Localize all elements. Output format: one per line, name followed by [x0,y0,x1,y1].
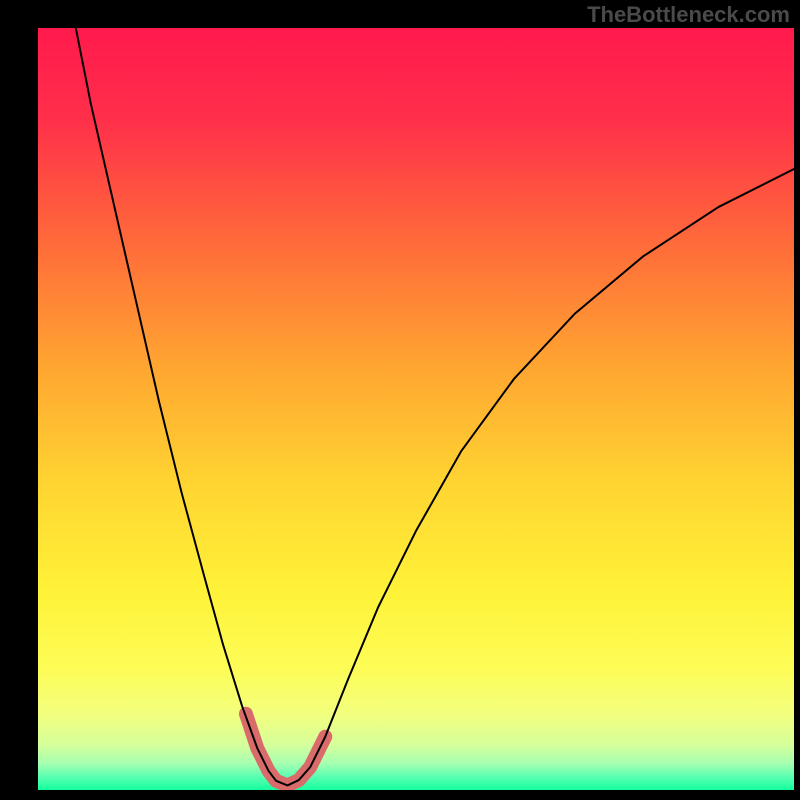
bottleneck-curve [76,28,794,785]
watermark-label: TheBottleneck.com [587,2,790,28]
curve-layer [38,28,794,790]
watermark-text: TheBottleneck.com [587,2,790,27]
chart-outer-frame: TheBottleneck.com [0,0,800,800]
plot-area [38,28,794,790]
